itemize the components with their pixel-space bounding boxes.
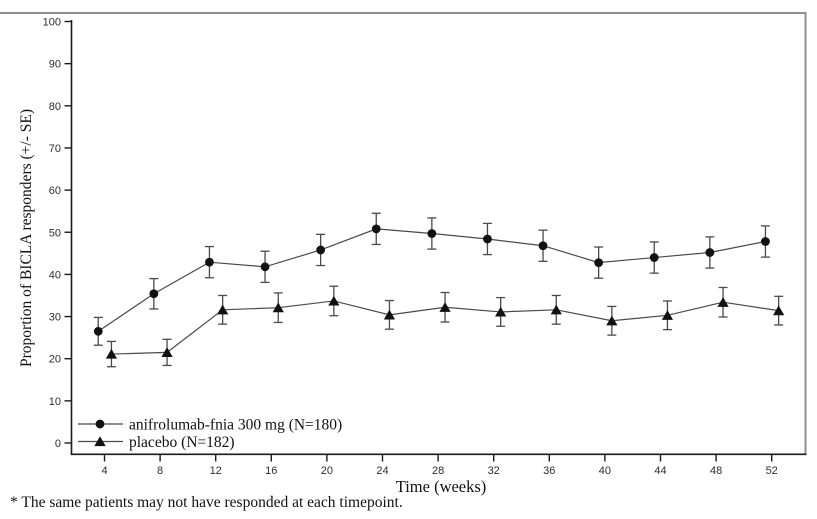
x-tick-label: 28 (432, 465, 444, 477)
data-point-circle-marker (761, 237, 770, 246)
y-tick-label: 80 (49, 101, 61, 113)
data-point-circle-marker (316, 245, 326, 255)
legend-label-anifrolumab: anifrolumab-fnia 300 mg (N=180) (129, 416, 342, 433)
legend-circle-marker-icon (95, 419, 105, 429)
data-point-circle-marker (483, 234, 492, 244)
y-tick-label: 20 (49, 354, 61, 366)
x-tick-label: 52 (766, 465, 778, 477)
data-point-triangle-marker (550, 304, 562, 315)
data-point-circle-marker (93, 326, 103, 336)
y-axis-ticks: 0 10 20 30 40 50 60 70 80 90 100 (43, 17, 72, 450)
data-point-triangle-marker (217, 304, 229, 315)
data-point-circle-marker (149, 289, 159, 299)
legend-label-placebo: placebo (N=182) (129, 434, 235, 451)
data-point-triangle-marker (495, 306, 507, 317)
y-tick-label: 30 (49, 312, 61, 324)
x-tick-label: 36 (543, 465, 555, 477)
x-tick-label: 32 (488, 465, 500, 477)
data-point-circle-marker (649, 253, 659, 262)
data-point-triangle-marker (717, 297, 729, 307)
data-point-triangle-marker (606, 315, 618, 326)
y-tick-label: 100 (43, 17, 61, 29)
y-tick-label: 90 (49, 59, 61, 71)
x-tick-label: 40 (599, 465, 611, 477)
y-tick-label: 40 (49, 269, 61, 281)
x-tick-label: 4 (101, 465, 107, 477)
data-point-circle-marker (260, 262, 270, 272)
data-point-triangle-marker (328, 295, 340, 306)
x-tick-label: 16 (265, 465, 277, 477)
data-point-triangle-marker (773, 305, 785, 316)
data-point-triangle-marker (383, 309, 396, 320)
x-tick-label: 24 (376, 465, 388, 477)
data-point-circle-marker (427, 229, 437, 238)
data-point-circle-marker (371, 224, 381, 234)
legend-item-placebo: placebo (N=182) (78, 434, 235, 451)
data-point-triangle-marker (105, 348, 118, 359)
x-axis-ticks: 4 8 12 16 20 24 28 32 36 40 44 48 52 (101, 454, 778, 477)
x-tick-label: 8 (157, 465, 163, 477)
legend-triangle-marker-icon (94, 436, 106, 447)
data-point-circle-marker (594, 258, 604, 267)
x-tick-label: 44 (654, 465, 666, 477)
footnote: * The same patients may not have respond… (10, 494, 403, 511)
data-point-triangle-marker (661, 310, 674, 320)
data-point-triangle-marker (439, 302, 451, 312)
x-tick-label: 12 (210, 465, 222, 477)
legend-item-anifrolumab: anifrolumab-fnia 300 mg (N=180) (78, 416, 342, 433)
series-placebo (105, 285, 785, 368)
y-tick-label: 0 (55, 438, 61, 450)
data-point-triangle-marker (161, 347, 173, 357)
data-point-circle-marker (538, 241, 548, 251)
series-anifrolumab (93, 212, 770, 346)
x-axis-title: Time (weeks) (396, 477, 487, 496)
data-point-triangle-marker (272, 302, 284, 313)
y-axis-title: Proportion of BICLA responders (+/- SE) (18, 109, 35, 367)
y-tick-label: 10 (49, 396, 61, 408)
y-tick-label: 70 (49, 143, 61, 155)
y-tick-label: 60 (49, 185, 61, 197)
legend: anifrolumab-fnia 300 mg (N=180) placebo … (78, 416, 342, 451)
x-tick-label: 48 (710, 465, 722, 477)
x-tick-label: 20 (321, 465, 333, 477)
y-tick-label: 50 (49, 227, 61, 239)
data-point-circle-marker (205, 257, 214, 267)
data-point-circle-marker (705, 248, 715, 257)
